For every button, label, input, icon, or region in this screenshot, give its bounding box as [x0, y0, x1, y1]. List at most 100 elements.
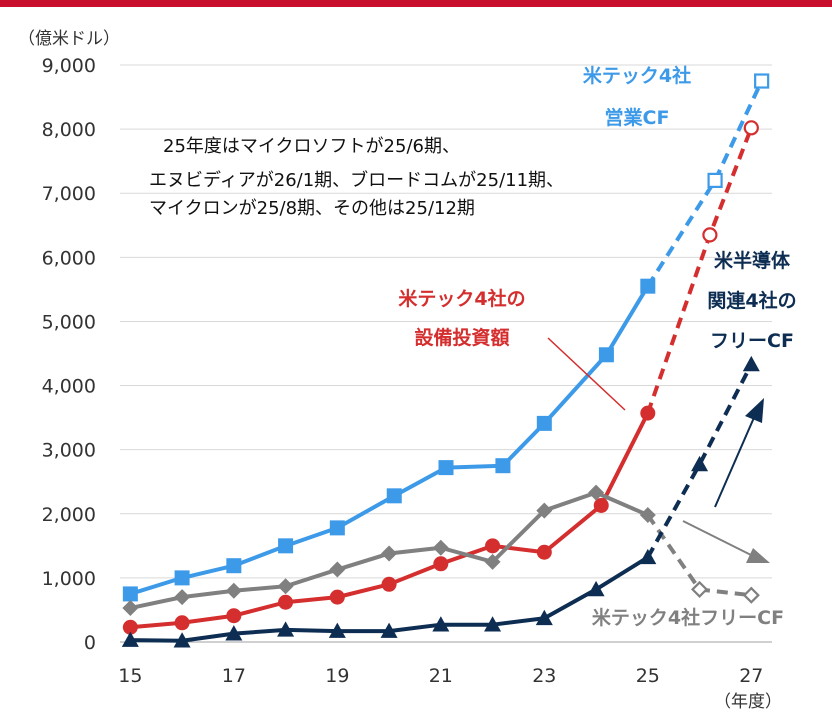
series-0-point-8 [536, 415, 552, 431]
series-3-point-6 [432, 616, 450, 632]
y-tick-label-5: 5,000 [42, 311, 96, 333]
note-line-2: エヌビディアが26/1期、ブロードコムが25/11期、 [149, 169, 564, 191]
series-2-point-6 [432, 539, 449, 556]
series-1-forecast-point-1 [743, 120, 759, 136]
y-axis-unit-label: （億米ドル） [18, 29, 120, 49]
series-2-point-5 [381, 545, 398, 562]
x-tick-label-1: 17 [222, 665, 246, 687]
label-freecf-line-1: 米テック4社フリーCF [592, 606, 784, 629]
series-0-point-10 [640, 278, 656, 294]
series-1-point-1 [174, 615, 190, 631]
series-2-forecast-point-1 [742, 586, 760, 604]
series-1-point-5 [381, 576, 397, 592]
label-opcf-line-2: 営業CF [605, 106, 670, 129]
x-tick-label-2: 19 [325, 665, 349, 687]
label-capex-line-1: 米テック4社の [398, 287, 525, 310]
label-semi-line-2: 関連4社の [707, 289, 796, 312]
series-1-point-3 [278, 594, 294, 610]
y-tick-label-1: 1,000 [42, 568, 96, 590]
y-tick-label-3: 3,000 [42, 440, 96, 462]
label-semi-line-1: 米半導体 [714, 249, 791, 272]
freecf-trend-arrowhead [746, 548, 770, 563]
x-tick-label-0: 15 [118, 665, 142, 687]
series-0-point-0 [122, 586, 138, 602]
y-tick-label-6: 6,000 [42, 247, 96, 269]
series-0-point-4 [329, 520, 345, 536]
series-2-point-8 [536, 502, 553, 519]
semiconductor-trend-arrow [714, 412, 757, 508]
series-1-point-9 [593, 497, 609, 513]
series-3-point-0 [121, 631, 139, 647]
series-3-forecast-point-0 [691, 455, 709, 472]
series-3-forecast-line [646, 363, 754, 559]
trend-arrows [547, 337, 770, 563]
y-tick-label-7: 7,000 [42, 183, 96, 205]
series-1-point-2 [226, 608, 242, 624]
y-tick-label-8: 8,000 [42, 119, 96, 141]
gridlines [120, 64, 772, 643]
series-3-point-1 [173, 632, 191, 648]
y-tick-label-9: 9,000 [42, 55, 96, 77]
y-tick-label-2: 2,000 [42, 504, 96, 526]
series-0 [122, 73, 770, 602]
series-0-point-3 [278, 538, 294, 554]
capex-label-connector [547, 337, 626, 411]
series-2-point-10 [639, 507, 656, 524]
series-2 [122, 484, 760, 617]
note-line-1: 25年度はマイクロソフトが25/6期、 [163, 136, 460, 157]
series-2-point-9 [588, 484, 605, 501]
series-1-point-4 [329, 589, 345, 605]
y-tick-label-4: 4,000 [42, 376, 96, 398]
x-tick-label-4: 23 [532, 665, 556, 687]
series-1 [122, 120, 759, 635]
series-2-point-7 [484, 553, 501, 570]
top-accent-bar [0, 0, 832, 7]
series-3-point-10 [639, 548, 657, 565]
label-capex-line-2: 設備投資額 [414, 326, 509, 349]
freecf-trend-arrow [682, 520, 754, 557]
series-3-point-7 [484, 616, 502, 632]
label-semi-line-3: フリーCF [710, 330, 794, 352]
series-3-point-3 [277, 621, 295, 637]
series-3-point-2 [225, 625, 243, 641]
series-3-point-8 [535, 609, 553, 626]
series-labels: 米テック4社 営業CF 米テック4社の 設備投資額 米テック4社フリーCF 米半… [398, 64, 796, 629]
series-0-forecast-point-1 [754, 73, 770, 89]
series-3-point-5 [380, 622, 398, 638]
x-axis-unit-label: （年度） [714, 692, 782, 712]
series-2-point-0 [122, 600, 139, 617]
series-2-point-2 [225, 582, 242, 599]
label-opcf-line-1: 米テック4社 [583, 64, 691, 87]
series-3-point-9 [587, 580, 605, 597]
series-layer [121, 73, 770, 648]
x-axis-ticks: 15 17 19 21 23 25 27 [118, 665, 763, 687]
series-3-point-4 [328, 622, 346, 638]
note-line-3: マイクロンが25/8期、その他は25/12期 [149, 198, 475, 219]
x-tick-label-6: 27 [739, 665, 763, 687]
series-0-point-6 [438, 460, 454, 476]
series-2-point-3 [277, 578, 294, 595]
series-1-point-10 [640, 405, 656, 421]
series-0-point-7 [495, 458, 511, 474]
series-3-forecast-point-1 [742, 355, 760, 372]
x-tick-label-3: 21 [429, 665, 453, 687]
series-2-point-4 [329, 561, 346, 578]
semiconductor-trend-arrowhead [745, 398, 764, 423]
series-3 [121, 355, 760, 648]
series-1-point-8 [536, 544, 552, 560]
series-1-point-6 [433, 556, 449, 572]
series-0-forecast-point-0 [707, 172, 723, 188]
series-0-point-9 [598, 347, 614, 363]
series-0-point-1 [174, 570, 190, 586]
series-1-point-7 [485, 538, 501, 554]
series-2-point-1 [174, 589, 191, 606]
series-1-forecast-point-0 [702, 227, 718, 243]
y-tick-label-0: 0 [84, 632, 96, 654]
series-0-point-5 [386, 488, 402, 504]
series-0-point-2 [226, 558, 242, 574]
series-0-forecast-line [646, 80, 764, 288]
series-1-point-0 [122, 619, 138, 635]
x-tick-label-5: 25 [636, 665, 660, 687]
y-axis-ticks: 0 1,000 2,000 3,000 4,000 5,000 6,000 7,000 8,00… [42, 55, 96, 654]
